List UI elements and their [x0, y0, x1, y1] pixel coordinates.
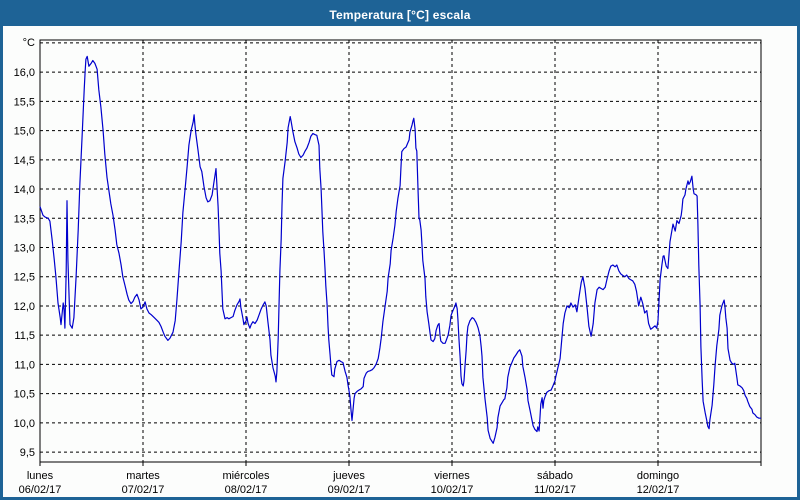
x-tick-day-label: martes — [126, 470, 160, 482]
x-tick-date-label: 07/02/17 — [122, 484, 165, 496]
x-tick-day-label: viernes — [434, 470, 470, 482]
y-tick-label: 13,0 — [14, 242, 35, 254]
x-tick-day-label: lunes — [27, 470, 54, 482]
temperature-line — [39, 55, 761, 444]
x-tick-date-label: 12/02/17 — [637, 484, 680, 496]
y-tick-label: 14,0 — [14, 184, 35, 196]
x-tick-date-label: 11/02/17 — [534, 484, 576, 496]
temperature-chart: 16,0 15,5 15,0 14,5 14,0 13,5 13,0 12,5 12,0 11,5… — [14, 37, 762, 496]
y-tick-label: 15,5 — [14, 96, 35, 108]
y-tick-label: 16,0 — [14, 67, 35, 79]
x-tick-date-label: 06/02/17 — [19, 484, 62, 496]
x-tick-day-label: domingo — [637, 470, 679, 482]
y-tick-label: 15,0 — [14, 126, 35, 138]
plot-frame — [39, 39, 762, 463]
y-tick-label: 12,5 — [14, 272, 35, 284]
y-tick-label: 11,5 — [14, 330, 35, 342]
x-tick-date-label: 10/02/17 — [431, 484, 474, 496]
x-tick-day-label: sábado — [537, 470, 573, 482]
titlebar: Temperatura [°C] escala — [3, 3, 797, 26]
x-tick-day-label: jueves — [332, 470, 365, 482]
chart-area: 16,0 15,5 15,0 14,5 14,0 13,5 13,0 12,5 12,0 11,5… — [3, 26, 797, 497]
y-tick-label: 14,5 — [14, 155, 35, 167]
x-tick-date-label: 08/02/17 — [225, 484, 268, 496]
y-tick-label: 12,0 — [14, 301, 35, 313]
window-title: Temperatura [°C] escala — [329, 7, 471, 22]
y-tick-label: 9,5 — [20, 447, 35, 459]
y-axis-unit-label: °C — [23, 37, 35, 49]
x-tick-date-label: 09/02/17 — [328, 484, 371, 496]
y-tick-label: 11,0 — [14, 359, 35, 371]
y-tick-label: 10,5 — [14, 389, 35, 401]
x-tick-day-label: miércoles — [222, 470, 270, 482]
y-tick-label: 13,5 — [14, 213, 35, 225]
y-tick-label: 10,0 — [14, 418, 35, 430]
